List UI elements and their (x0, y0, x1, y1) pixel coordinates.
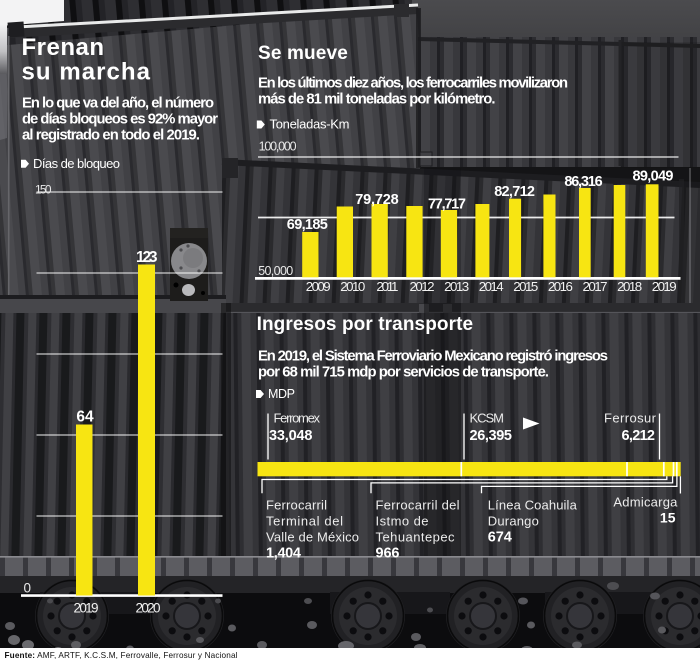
svg-text:Ingresos por transporte: Ingresos por transporte (257, 314, 474, 335)
svg-text:Admicarga: Admicarga (613, 494, 678, 509)
svg-text:50,000: 50,000 (258, 264, 293, 278)
svg-text:Ferrocarril del: Ferrocarril del (376, 497, 460, 512)
svg-text:1,404: 1,404 (266, 546, 301, 562)
svg-text:En los últimos diez años, los: En los últimos diez años, los ferrocarri… (258, 75, 568, 91)
svg-text:79,728: 79,728 (355, 192, 399, 208)
svg-text:2010: 2010 (340, 279, 365, 294)
svg-text:89,049: 89,049 (633, 168, 674, 184)
svg-text:86,316: 86,316 (564, 174, 602, 190)
svg-text:33,048: 33,048 (269, 428, 313, 444)
svg-text:En 2019, el Sistema Ferroviari: En 2019, el Sistema Ferroviario Mexicano… (258, 348, 608, 364)
svg-text:Ferromex: Ferromex (274, 410, 321, 425)
svg-text:2009: 2009 (306, 279, 331, 294)
svg-text:Valle de México: Valle de México (266, 530, 359, 545)
svg-text:2014: 2014 (479, 279, 504, 294)
svg-text:al registrado en todo el 2019.: al registrado en todo el 2019. (22, 127, 200, 143)
svg-text:Frenan: Frenan (22, 34, 105, 61)
svg-text:2012: 2012 (410, 279, 435, 294)
svg-text:más de 81 mil toneladas por ki: más de 81 mil toneladas por kilómetro. (258, 91, 496, 107)
svg-text:64: 64 (76, 409, 94, 426)
svg-text:Toneladas-Km: Toneladas-Km (270, 117, 350, 132)
svg-text:Fuente: AMF, ARTF, K.C.S.M, Fe: Fuente: AMF, ARTF, K.C.S.M, Ferrovalle, … (5, 651, 238, 660)
svg-text:KCSM: KCSM (470, 410, 505, 425)
svg-text:Se mueve: Se mueve (258, 43, 348, 64)
svg-text:MDP: MDP (268, 387, 295, 401)
svg-text:En lo que va del año, el númer: En lo que va del año, el número (22, 95, 214, 111)
svg-text:por 68 mil 715 mdp por servici: por 68 mil 715 mdp por servicios de tran… (258, 364, 549, 380)
svg-text:0: 0 (24, 581, 32, 596)
svg-text:100,000: 100,000 (259, 140, 297, 154)
svg-text:de días bloqueos es 92% mayor: de días bloqueos es 92% mayor (22, 111, 218, 127)
svg-text:2019: 2019 (652, 279, 677, 294)
svg-text:Terminal del: Terminal del (266, 513, 343, 528)
svg-text:Ferrocarril: Ferrocarril (266, 497, 327, 512)
svg-text:su marcha: su marcha (22, 58, 152, 85)
svg-text:2011: 2011 (376, 279, 398, 294)
svg-text:2018: 2018 (617, 279, 642, 294)
svg-text:123: 123 (136, 249, 158, 266)
svg-text:6,212: 6,212 (622, 428, 656, 444)
svg-text:Tehuantepec: Tehuantepec (376, 530, 456, 545)
svg-text:77,717: 77,717 (428, 197, 466, 213)
svg-text:2015: 2015 (513, 279, 538, 294)
svg-text:2019: 2019 (74, 601, 99, 616)
svg-text:26,395: 26,395 (470, 428, 513, 444)
svg-text:2017: 2017 (583, 279, 608, 294)
svg-text:15: 15 (660, 510, 676, 526)
svg-text:150: 150 (35, 183, 52, 197)
svg-text:674: 674 (488, 530, 512, 546)
svg-text:69,185: 69,185 (287, 217, 328, 233)
svg-text:966: 966 (376, 546, 400, 562)
svg-text:Ferrosur: Ferrosur (604, 410, 657, 425)
svg-text:Durango: Durango (488, 513, 539, 528)
svg-text:2016: 2016 (548, 279, 573, 294)
svg-text:2020: 2020 (136, 601, 161, 616)
svg-text:2013: 2013 (444, 279, 469, 294)
svg-text:Istmo de: Istmo de (376, 513, 429, 528)
svg-text:Línea Coahuila: Línea Coahuila (488, 497, 578, 512)
svg-text:82,712: 82,712 (494, 184, 535, 200)
svg-text:Días de bloqueo: Días de bloqueo (33, 156, 120, 171)
